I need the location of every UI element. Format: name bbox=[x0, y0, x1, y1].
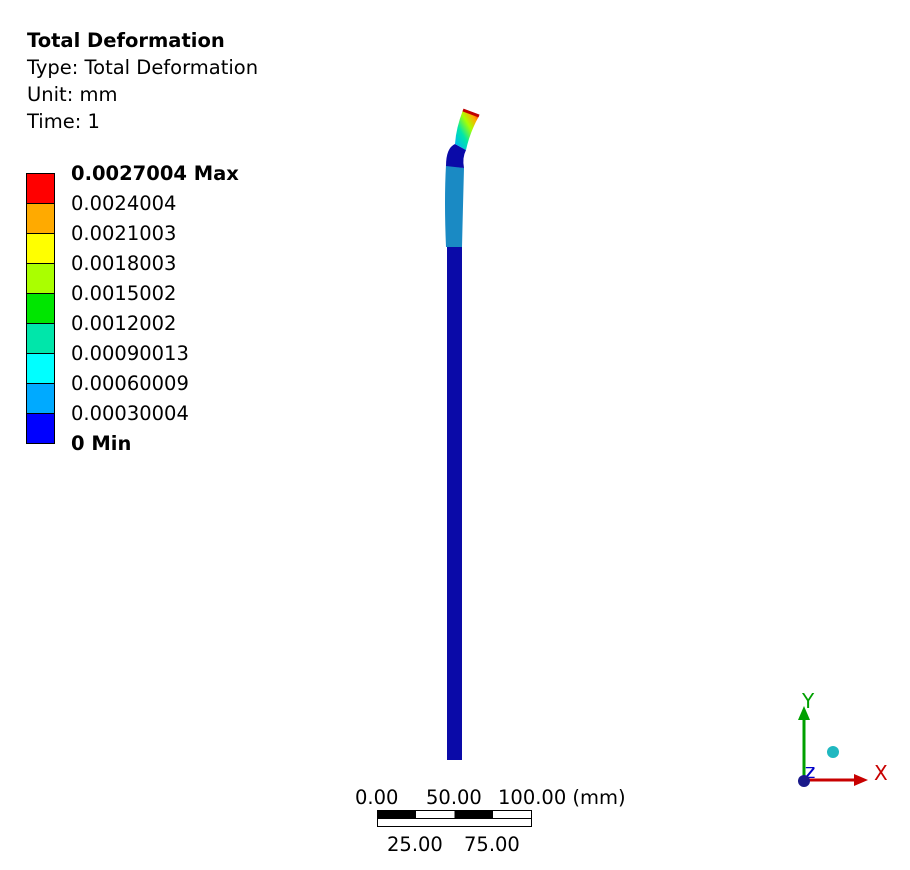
legend-label: 0.0024004 bbox=[71, 192, 177, 215]
legend-label: 0.0015002 bbox=[71, 282, 177, 305]
legend-swatch-7 bbox=[27, 354, 54, 384]
result-type: Type: Total Deformation bbox=[27, 56, 259, 79]
legend-swatch-9 bbox=[27, 414, 54, 443]
legend-label: 0.0021003 bbox=[71, 222, 177, 245]
legend-swatch-1 bbox=[27, 174, 54, 204]
legend-min-label: 0 Min bbox=[71, 432, 132, 455]
scale-label-75: 75.00 bbox=[464, 833, 520, 856]
beam-mid-band bbox=[445, 165, 464, 247]
legend-swatch-5 bbox=[27, 294, 54, 324]
legend-swatch-6 bbox=[27, 324, 54, 354]
legend-swatch-2 bbox=[27, 204, 54, 234]
scale-label-0: 0.00 bbox=[355, 786, 399, 809]
beam-tip-edge bbox=[462, 108, 480, 118]
legend-color-bar bbox=[26, 173, 55, 444]
legend-label: 0.00060009 bbox=[71, 372, 189, 395]
beam-tip bbox=[455, 110, 479, 150]
legend-label: 0.00090013 bbox=[71, 342, 189, 365]
triad-x-arrow bbox=[854, 774, 868, 786]
scale-bar: 0.00 50.00 100.00 (mm) 25.00 75.00 bbox=[340, 782, 640, 862]
legend-max-label: 0.0027004 Max bbox=[71, 162, 239, 185]
legend-swatch-4 bbox=[27, 264, 54, 294]
triad-z-label: Z bbox=[805, 764, 815, 782]
triad-y-arrow bbox=[798, 706, 810, 720]
scale-label-100: 100.00 (mm) bbox=[498, 786, 626, 809]
result-info: Total Deformation Type: Total Deformatio… bbox=[27, 27, 258, 135]
result-unit: Unit: mm bbox=[27, 83, 118, 106]
scale-ruler bbox=[377, 810, 532, 827]
legend-swatch-8 bbox=[27, 384, 54, 414]
legend-labels: 0.0027004 Max 0.0024004 0.0021003 0.0018… bbox=[71, 159, 239, 459]
scale-label-25: 25.00 bbox=[387, 833, 443, 856]
triad-origin bbox=[798, 775, 810, 787]
isometric-view-ball[interactable] bbox=[827, 746, 839, 758]
legend-swatch-3 bbox=[27, 234, 54, 264]
beam-shaft bbox=[447, 245, 462, 760]
scale-label-50: 50.00 bbox=[426, 786, 482, 809]
coordinate-triad[interactable]: Y X Z bbox=[780, 680, 900, 800]
beam-bend-ring bbox=[446, 144, 466, 168]
triad-y-label: Y bbox=[801, 689, 815, 713]
legend-label: 0.0018003 bbox=[71, 252, 177, 275]
legend-label: 0.0012002 bbox=[71, 312, 177, 335]
result-time: Time: 1 bbox=[27, 110, 100, 133]
legend-label: 0.00030004 bbox=[71, 402, 189, 425]
result-title: Total Deformation bbox=[27, 29, 225, 52]
triad-x-label: X bbox=[874, 761, 888, 785]
